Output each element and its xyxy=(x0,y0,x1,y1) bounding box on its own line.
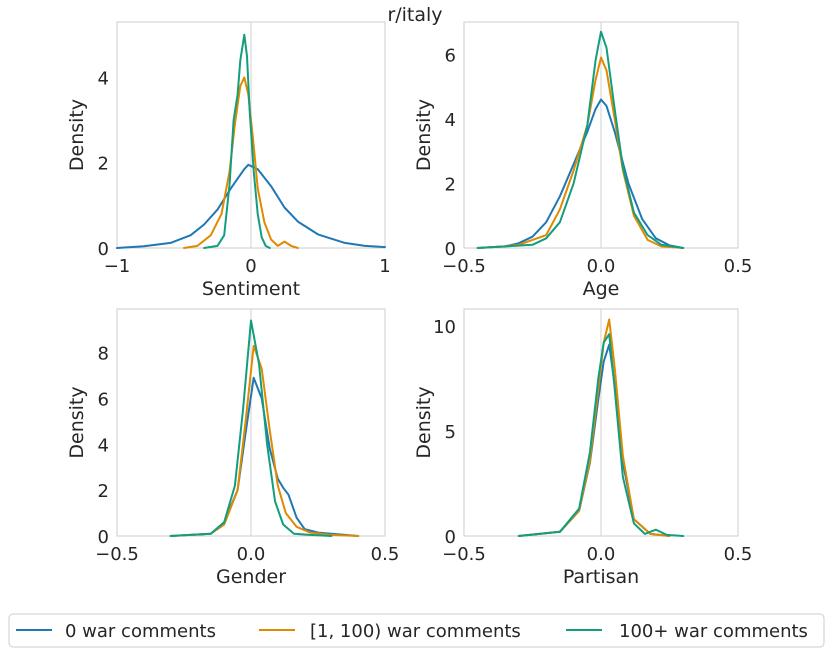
y-tick-label: 0 xyxy=(98,527,109,548)
subplot-2: −0.5 0.0 0.5 0 2 4 6 Age Density xyxy=(413,21,753,300)
x-tick-label: −0.5 xyxy=(95,544,139,565)
y-tick-label: 6 xyxy=(98,389,109,410)
x-tick-label: 0.0 xyxy=(237,544,266,565)
y-tick-label: 4 xyxy=(98,68,109,89)
y-tick-label: 0 xyxy=(98,239,109,260)
y-tick-label: 4 xyxy=(445,110,456,131)
density-line-series-0 xyxy=(116,163,386,249)
y-axis-label: Density xyxy=(66,386,88,458)
y-tick-label: 0 xyxy=(445,239,456,260)
y-tick-label: 6 xyxy=(445,45,456,66)
x-tick-label: 0.5 xyxy=(724,256,753,277)
x-tick-label: −1 xyxy=(104,256,131,277)
x-axis-label: Age xyxy=(583,278,620,300)
x-tick-label: 0.5 xyxy=(724,544,753,565)
x-tick-label: 0.5 xyxy=(371,544,400,565)
legend-label-2: 100+ war comments xyxy=(619,621,808,642)
density-line-series-1 xyxy=(183,76,299,249)
density-line-series-0 xyxy=(476,98,685,249)
subplot-3: −0.5 0.0 0.5 0 2 4 6 8 Gender Density xyxy=(66,308,400,588)
density-line-series-1 xyxy=(476,56,685,249)
x-tick-label: 0.0 xyxy=(587,256,616,277)
y-tick-label: 5 xyxy=(445,422,456,443)
density-line-series-1 xyxy=(169,344,360,537)
density-line-series-2 xyxy=(476,30,685,249)
y-tick-label: 10 xyxy=(433,317,456,338)
x-tick-label: −0.5 xyxy=(442,544,486,565)
subplot-4: −0.5 0.0 0.5 0 5 10 Partisan Density xyxy=(413,308,753,588)
y-tick-label: 2 xyxy=(445,174,456,195)
density-line-series-0 xyxy=(169,376,360,537)
y-axis-label: Density xyxy=(413,99,435,171)
y-tick-label: 4 xyxy=(98,435,109,456)
legend-label-0: 0 war comments xyxy=(65,621,216,642)
y-tick-label: 2 xyxy=(98,481,109,502)
y-axis-label: Density xyxy=(66,99,88,171)
x-tick-label: −0.5 xyxy=(442,256,486,277)
density-line-series-0 xyxy=(517,343,671,537)
x-tick-label: 1 xyxy=(379,256,390,277)
legend: 0 war comments [1, 100) war comments 100… xyxy=(8,613,825,648)
x-axis-label: Partisan xyxy=(563,566,639,588)
density-line-series-2 xyxy=(169,319,333,537)
density-line-series-2 xyxy=(203,33,271,249)
x-axis-label: Gender xyxy=(216,566,286,588)
x-tick-label: 0.0 xyxy=(587,544,616,565)
figure-title: r/italy xyxy=(387,4,442,26)
y-axis-label: Density xyxy=(413,386,435,458)
y-tick-label: 0 xyxy=(445,527,456,548)
x-tick-label: 0 xyxy=(245,256,256,277)
y-tick-label: 8 xyxy=(98,344,109,365)
legend-frame xyxy=(8,613,825,648)
legend-label-1: [1, 100) war comments xyxy=(310,621,521,642)
x-axis-label: Sentiment xyxy=(202,278,300,300)
y-tick-label: 2 xyxy=(98,154,109,175)
density-line-series-2 xyxy=(517,333,685,537)
density-line-series-1 xyxy=(517,318,671,537)
